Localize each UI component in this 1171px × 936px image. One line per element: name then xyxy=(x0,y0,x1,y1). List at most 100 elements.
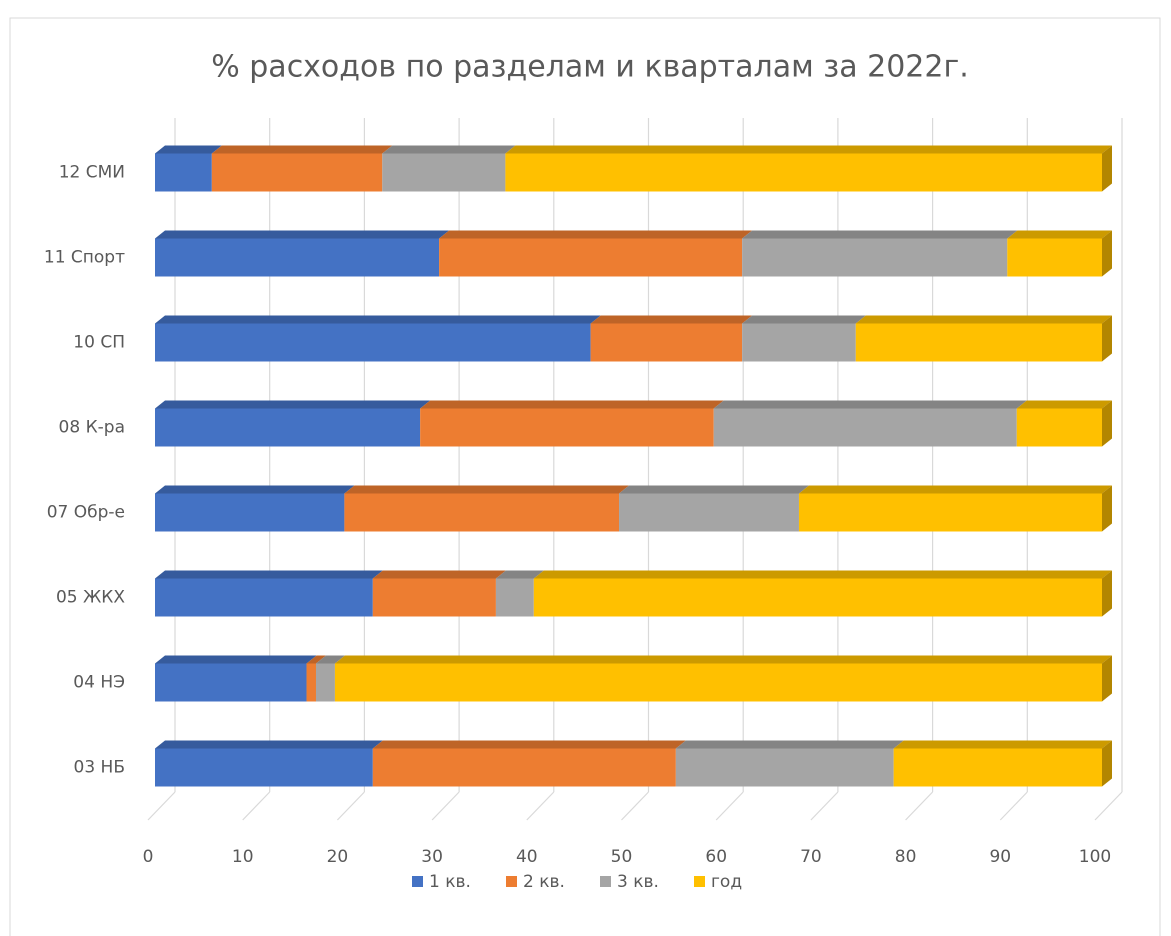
bar xyxy=(798,493,1102,532)
x-tick-label: 20 xyxy=(327,847,349,867)
bar-side xyxy=(1102,230,1112,277)
bar xyxy=(713,408,1017,447)
grid-floor xyxy=(621,791,649,821)
bar-side xyxy=(1102,400,1112,447)
legend-swatch xyxy=(412,876,423,887)
bar-top xyxy=(334,655,1112,664)
legend-label: 1 кв. xyxy=(429,872,471,892)
bar-top xyxy=(155,655,317,664)
bar xyxy=(505,153,1102,192)
x-tick-label: 80 xyxy=(895,847,917,867)
y-tick-label: 08 К-ра xyxy=(59,418,125,438)
bar xyxy=(495,578,534,617)
bar-side xyxy=(1102,485,1112,532)
bar-top xyxy=(315,655,345,664)
bar-top xyxy=(855,315,1112,324)
bar xyxy=(675,748,894,787)
bar-top xyxy=(439,230,753,239)
grid-floor xyxy=(242,791,271,821)
legend-swatch xyxy=(694,876,705,887)
bar xyxy=(306,663,316,702)
y-tick-label: 10 СП xyxy=(73,333,125,353)
bar xyxy=(155,408,421,447)
grid-floor xyxy=(336,791,365,821)
x-tick-label: 60 xyxy=(705,847,727,867)
x-tick-label: 50 xyxy=(611,847,633,867)
bar-top xyxy=(155,485,355,494)
bar-top xyxy=(1007,230,1112,239)
y-tick-label: 05 ЖКХ xyxy=(56,588,125,608)
legend-label: 3 кв. xyxy=(617,872,659,892)
bar xyxy=(155,153,212,192)
grid-floor xyxy=(147,791,176,821)
bar-top xyxy=(798,485,1112,494)
bar xyxy=(439,238,743,277)
bar xyxy=(420,408,714,447)
grid-floor xyxy=(1094,791,1123,821)
bar xyxy=(619,493,799,532)
x-tick-label: 90 xyxy=(989,847,1011,867)
bar xyxy=(155,323,591,362)
bar-top xyxy=(893,740,1112,749)
bar-top xyxy=(619,485,809,494)
bar-top xyxy=(713,400,1027,409)
y-tick-label: 07 Обр-е xyxy=(47,503,125,523)
chart-title: % расходов по разделам и кварталам за 20… xyxy=(211,50,969,85)
bar-side xyxy=(1102,145,1112,192)
bar xyxy=(1016,408,1102,447)
bar-side xyxy=(1102,570,1112,617)
bar-top xyxy=(155,315,601,324)
bar-top xyxy=(382,145,516,154)
bar-side xyxy=(1102,315,1112,362)
bar xyxy=(155,663,307,702)
legend-swatch xyxy=(600,876,611,887)
bar-top xyxy=(742,315,866,324)
bar xyxy=(315,663,335,702)
bar-top xyxy=(344,485,630,494)
legend-label: год xyxy=(711,872,742,892)
grid-floor xyxy=(810,791,839,821)
x-tick-label: 100 xyxy=(1079,847,1111,867)
bar xyxy=(211,153,383,192)
y-tick-label: 12 СМИ xyxy=(59,163,125,183)
bar-top xyxy=(155,400,431,409)
x-tick-label: 10 xyxy=(232,847,254,867)
grid-floor xyxy=(431,791,460,821)
bar-top xyxy=(211,145,393,154)
bar-top xyxy=(372,740,686,749)
bar-top xyxy=(155,570,383,579)
legend-label: 2 кв. xyxy=(523,872,565,892)
bar xyxy=(742,238,1008,277)
bar-top xyxy=(372,570,506,579)
bar-top xyxy=(590,315,753,324)
bar xyxy=(382,153,506,192)
y-tick-label: 03 НБ xyxy=(74,758,125,778)
bar xyxy=(372,748,676,787)
bar-top xyxy=(495,570,544,579)
bar-top xyxy=(155,230,450,239)
bar-top xyxy=(155,145,222,154)
y-tick-label: 11 Спорт xyxy=(44,248,125,268)
x-tick-label: 70 xyxy=(800,847,822,867)
x-tick-label: 30 xyxy=(421,847,443,867)
bar xyxy=(893,748,1102,787)
bar-side xyxy=(1102,655,1112,702)
bar-top xyxy=(1016,400,1112,409)
legend-swatch xyxy=(506,876,517,887)
bar xyxy=(855,323,1102,362)
grid-floor xyxy=(999,791,1028,821)
bar xyxy=(334,663,1102,702)
bar-top xyxy=(505,145,1112,154)
bar-top xyxy=(306,655,326,664)
bar xyxy=(742,323,856,362)
bar xyxy=(155,578,373,617)
bar-top xyxy=(675,740,904,749)
bar xyxy=(372,578,496,617)
bar xyxy=(155,493,345,532)
grid-floor xyxy=(526,791,555,821)
bar xyxy=(590,323,743,362)
bar-top xyxy=(533,570,1112,579)
bar-top xyxy=(155,740,383,749)
bar xyxy=(1007,238,1102,277)
